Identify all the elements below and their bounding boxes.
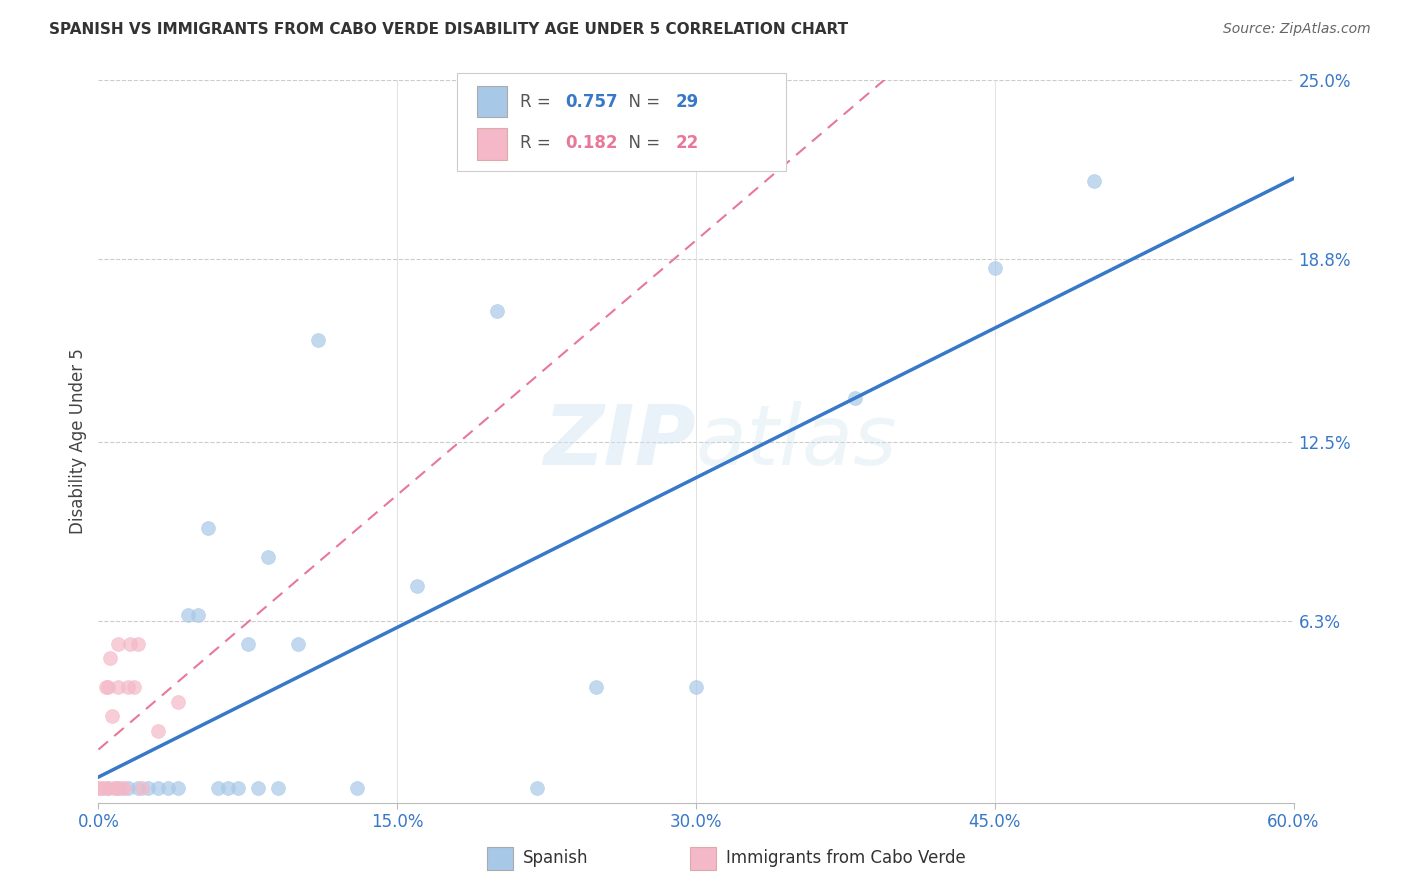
Point [1083, 174, 1105, 188]
Point [101, 709, 124, 723]
Point [124, 680, 146, 694]
Point [87, 781, 110, 796]
Point [246, 781, 269, 796]
Text: R =: R = [520, 93, 557, 111]
Point [167, 781, 190, 796]
Point [103, 781, 125, 796]
Point [107, 680, 129, 694]
Point [97, 781, 120, 796]
Text: 0.182: 0.182 [565, 134, 619, 152]
Point [96, 680, 118, 694]
Point [120, 637, 142, 651]
Point [97, 781, 120, 796]
Point [91, 781, 114, 796]
Point [226, 781, 249, 796]
Point [93, 781, 115, 796]
Point [117, 781, 139, 796]
Point [984, 261, 1007, 276]
Text: N =: N = [619, 134, 665, 152]
Text: 29: 29 [676, 93, 699, 111]
Point [107, 781, 129, 796]
Point [177, 607, 200, 622]
Point [256, 550, 278, 565]
Point [844, 391, 866, 405]
Text: SPANISH VS IMMIGRANTS FROM CABO VERDE DISABILITY AGE UNDER 5 CORRELATION CHART: SPANISH VS IMMIGRANTS FROM CABO VERDE DI… [49, 22, 848, 37]
Text: ZIP: ZIP [543, 401, 696, 482]
Text: R =: R = [520, 134, 557, 152]
Text: 0.757: 0.757 [565, 93, 619, 111]
Bar [486, 847, 513, 870]
Point [346, 781, 368, 796]
Point [127, 781, 149, 796]
Point [267, 781, 290, 796]
Point [105, 781, 128, 796]
FancyBboxPatch shape [457, 73, 786, 170]
Point [148, 723, 170, 738]
Point [127, 637, 149, 651]
Point [287, 637, 309, 651]
Bar [477, 86, 508, 118]
Text: Immigrants from Cabo Verde: Immigrants from Cabo Verde [725, 849, 966, 867]
Point [131, 781, 153, 796]
Point [117, 680, 139, 694]
Bar [477, 128, 508, 160]
Point [207, 781, 229, 796]
Point [112, 781, 135, 796]
Point [148, 781, 170, 796]
Point [197, 521, 219, 535]
Point [98, 651, 122, 665]
Point [307, 334, 329, 348]
Text: atlas: atlas [696, 401, 897, 482]
Text: Source: ZipAtlas.com: Source: ZipAtlas.com [1223, 22, 1371, 37]
Point [187, 607, 209, 622]
Point [406, 579, 429, 593]
Point [485, 304, 508, 318]
Point [97, 680, 120, 694]
Text: N =: N = [619, 93, 665, 111]
Bar [690, 847, 716, 870]
Point [107, 637, 129, 651]
Text: 22: 22 [676, 134, 699, 152]
Point [217, 781, 239, 796]
Point [157, 781, 180, 796]
Point [167, 695, 190, 709]
Point [685, 680, 707, 694]
Y-axis label: Disability Age Under 5: Disability Age Under 5 [69, 349, 87, 534]
Point [111, 781, 134, 796]
Point [136, 781, 159, 796]
Point [236, 637, 259, 651]
Point [87, 781, 110, 796]
Point [526, 781, 548, 796]
Point [585, 680, 607, 694]
Text: Spanish: Spanish [523, 849, 588, 867]
